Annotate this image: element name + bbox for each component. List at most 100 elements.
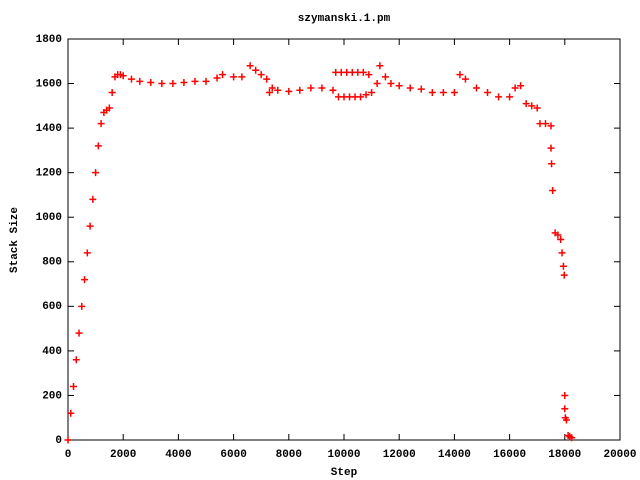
point xyxy=(136,77,144,85)
point xyxy=(219,71,227,79)
point xyxy=(246,62,254,70)
point xyxy=(417,85,425,93)
point xyxy=(376,62,384,70)
point xyxy=(329,86,337,94)
point xyxy=(558,249,566,257)
point xyxy=(547,144,555,152)
point xyxy=(97,120,105,128)
point xyxy=(202,77,210,85)
point xyxy=(511,84,519,92)
point xyxy=(562,416,570,424)
x-tick-label: 8000 xyxy=(276,449,302,461)
x-tick-label: 16000 xyxy=(493,449,526,461)
point xyxy=(560,271,568,279)
point xyxy=(439,88,447,96)
point xyxy=(307,84,315,92)
point xyxy=(81,276,89,284)
point xyxy=(252,66,260,74)
point xyxy=(387,80,395,88)
y-tick-label: 1000 xyxy=(36,212,62,224)
point xyxy=(285,87,293,95)
point xyxy=(75,329,83,337)
y-tick-label: 1600 xyxy=(36,78,62,90)
point xyxy=(119,72,127,80)
point xyxy=(522,100,530,108)
y-tick-label: 600 xyxy=(42,301,62,313)
point xyxy=(78,302,86,310)
point xyxy=(495,93,503,101)
point xyxy=(230,73,238,81)
point xyxy=(92,169,100,177)
y-tick-label: 1200 xyxy=(36,168,62,180)
point xyxy=(274,86,282,94)
point xyxy=(265,88,273,96)
chart-title: szymanski.1.pm xyxy=(298,13,391,25)
y-tick-label: 1400 xyxy=(36,123,62,135)
point xyxy=(169,80,177,88)
point xyxy=(147,78,155,86)
point xyxy=(94,142,102,150)
point xyxy=(257,71,265,79)
x-tick-label: 18000 xyxy=(548,449,581,461)
point xyxy=(549,186,557,194)
point xyxy=(357,93,365,101)
point xyxy=(191,77,199,85)
y-tick-label: 400 xyxy=(42,346,62,358)
point xyxy=(86,222,94,230)
point xyxy=(541,120,549,128)
point xyxy=(238,73,246,81)
point xyxy=(517,82,525,90)
point xyxy=(359,68,367,76)
point xyxy=(406,84,414,92)
point xyxy=(127,75,135,83)
point xyxy=(484,88,492,96)
point xyxy=(472,84,480,92)
point xyxy=(268,84,276,92)
point xyxy=(456,71,464,79)
point xyxy=(365,71,373,79)
point xyxy=(568,434,576,442)
point xyxy=(561,391,569,399)
point xyxy=(368,88,376,96)
point xyxy=(559,262,567,270)
x-tick-label: 10000 xyxy=(327,449,360,461)
x-tick-label: 4000 xyxy=(165,449,191,461)
point xyxy=(428,88,436,96)
y-tick-label: 1800 xyxy=(36,34,62,46)
y-tick-label: 200 xyxy=(42,390,62,402)
point xyxy=(533,104,541,112)
point xyxy=(105,104,113,112)
point xyxy=(158,80,166,88)
point xyxy=(83,249,91,257)
point xyxy=(450,88,458,96)
x-axis-label: Step xyxy=(331,467,358,479)
point xyxy=(547,122,555,130)
point xyxy=(373,80,381,88)
point xyxy=(67,409,75,417)
point xyxy=(318,84,326,92)
point xyxy=(70,383,78,391)
y-tick-label: 0 xyxy=(55,435,62,447)
point xyxy=(506,93,514,101)
point xyxy=(561,405,569,413)
point xyxy=(362,91,370,99)
x-tick-label: 2000 xyxy=(110,449,136,461)
x-tick-label: 14000 xyxy=(438,449,471,461)
x-tick-label: 0 xyxy=(65,449,72,461)
point xyxy=(64,436,72,444)
point xyxy=(461,75,469,83)
point xyxy=(557,236,565,243)
y-tick-label: 800 xyxy=(42,257,62,269)
point xyxy=(72,356,80,364)
point xyxy=(296,86,304,94)
point xyxy=(263,75,271,83)
point xyxy=(395,82,403,90)
x-tick-label: 12000 xyxy=(383,449,416,461)
point xyxy=(213,74,221,82)
point xyxy=(108,88,116,96)
point xyxy=(89,195,97,203)
x-tick-label: 6000 xyxy=(220,449,246,461)
point xyxy=(180,78,188,86)
